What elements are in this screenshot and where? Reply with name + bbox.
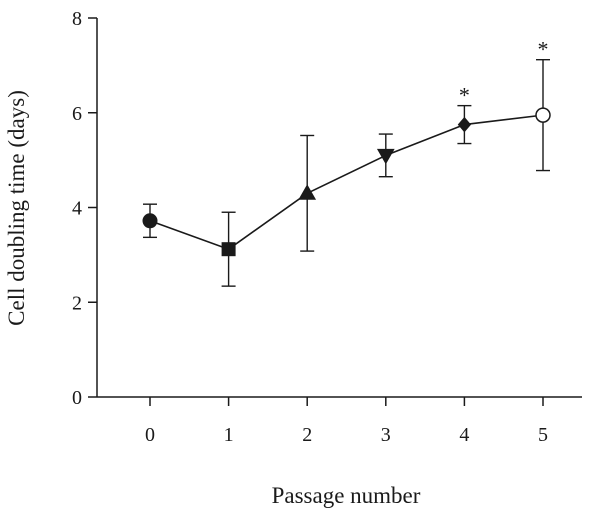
x-tick-label: 4 xyxy=(459,424,469,446)
x-tick-label: 0 xyxy=(145,424,155,446)
x-tick-label: 5 xyxy=(538,424,548,446)
square-marker xyxy=(221,242,236,257)
error-bars xyxy=(143,58,550,287)
x-axis-title: Passage number xyxy=(272,483,421,508)
x-tick-label: 1 xyxy=(224,424,234,446)
significance-asterisk: * xyxy=(459,83,470,108)
y-tick-label: 4 xyxy=(72,198,82,220)
y-tick-label: 6 xyxy=(72,103,82,125)
y-tick-label: 2 xyxy=(72,292,82,314)
triangle-up-marker xyxy=(298,184,317,200)
y-ticks: 0 2 4 6 8 xyxy=(72,8,97,409)
diamond-marker xyxy=(457,116,472,133)
x-tick-label: 2 xyxy=(302,424,312,446)
triangle-down-marker xyxy=(376,148,395,165)
series-line xyxy=(149,114,544,251)
x-ticks: 0 1 2 3 4 5 xyxy=(145,397,548,446)
open-circle-marker xyxy=(535,107,551,123)
axes xyxy=(96,18,582,398)
series-layer xyxy=(149,114,544,251)
y-axis-title: Cell doubling time (days) xyxy=(4,90,29,326)
y-tick-label: 0 xyxy=(72,387,82,409)
y-tick-label: 8 xyxy=(72,8,82,30)
significance-markers: ** xyxy=(459,37,549,108)
data-markers xyxy=(142,107,551,257)
significance-asterisk: * xyxy=(538,37,549,62)
x-tick-label: 3 xyxy=(381,424,391,446)
circle-marker xyxy=(142,213,158,229)
